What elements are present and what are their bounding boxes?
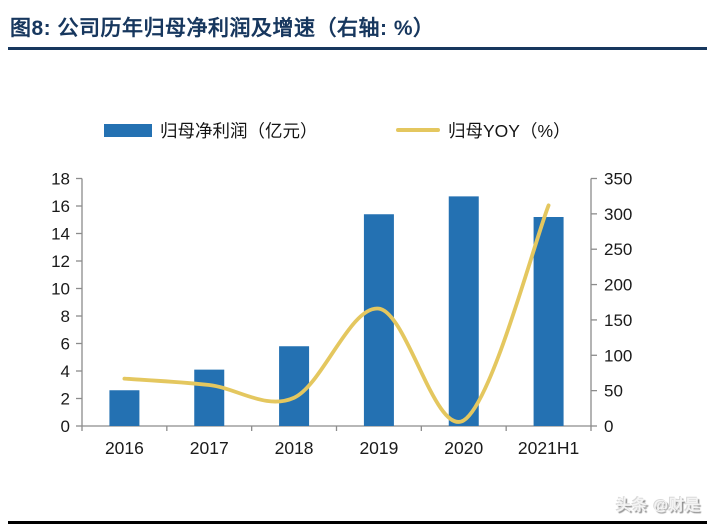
left-axis-tick-label: 8	[61, 307, 70, 326]
x-axis-category-label: 2018	[275, 438, 314, 458]
line-series-label: 归母YOY（%）	[448, 120, 571, 141]
bottom-rule	[8, 521, 707, 524]
left-axis-tick-label: 14	[51, 225, 70, 244]
left-axis-tick-label: 18	[51, 170, 70, 189]
bar-series-swatch	[104, 123, 152, 137]
left-axis-tick-label: 12	[51, 252, 70, 271]
right-axis-tick-label: 250	[604, 240, 632, 259]
right-axis-tick-label: 350	[604, 170, 632, 189]
legend-item-yoy: 归母YOY（%）	[396, 120, 571, 141]
bar-2017	[194, 369, 225, 426]
left-axis-tick-label: 10	[51, 280, 70, 299]
right-axis-tick-label: 100	[604, 346, 632, 365]
bar-2021H1	[533, 217, 564, 426]
yoy-line	[122, 203, 551, 424]
bar-2019	[363, 214, 394, 426]
bar-2020	[448, 196, 479, 426]
left-axis-tick-label: 16	[51, 197, 70, 216]
legend-item-net-profit: 归母净利润（亿元）	[104, 120, 318, 141]
bar-series-label: 归母净利润（亿元）	[160, 120, 318, 141]
watermark: 头条 @财是	[616, 497, 701, 514]
right-axis-tick-label: 200	[604, 276, 632, 295]
left-axis-tick-label: 0	[61, 417, 70, 436]
x-axis-category-label: 2020	[444, 438, 483, 458]
right-axis-tick-label: 300	[604, 205, 632, 224]
left-axis-tick-label: 2	[61, 390, 70, 409]
right-axis-tick-label: 50	[604, 382, 623, 401]
right-axis-tick-label: 0	[604, 417, 613, 436]
bar-2018	[279, 346, 310, 426]
left-axis-tick-label: 4	[61, 362, 70, 381]
x-axis-category-label: 2021H1	[518, 438, 579, 458]
title-underline	[8, 47, 707, 50]
x-axis-category-label: 2016	[105, 438, 144, 458]
figure-title: 图8: 公司历年归母净利润及增速（右轴: %）	[10, 17, 435, 40]
bar-2016	[109, 390, 140, 426]
right-axis-tick-label: 150	[604, 311, 632, 330]
line-series-swatch	[396, 128, 440, 132]
x-axis-category-label: 2019	[359, 438, 398, 458]
x-axis-category-label: 2017	[190, 438, 229, 458]
left-axis-tick-label: 6	[61, 335, 70, 354]
